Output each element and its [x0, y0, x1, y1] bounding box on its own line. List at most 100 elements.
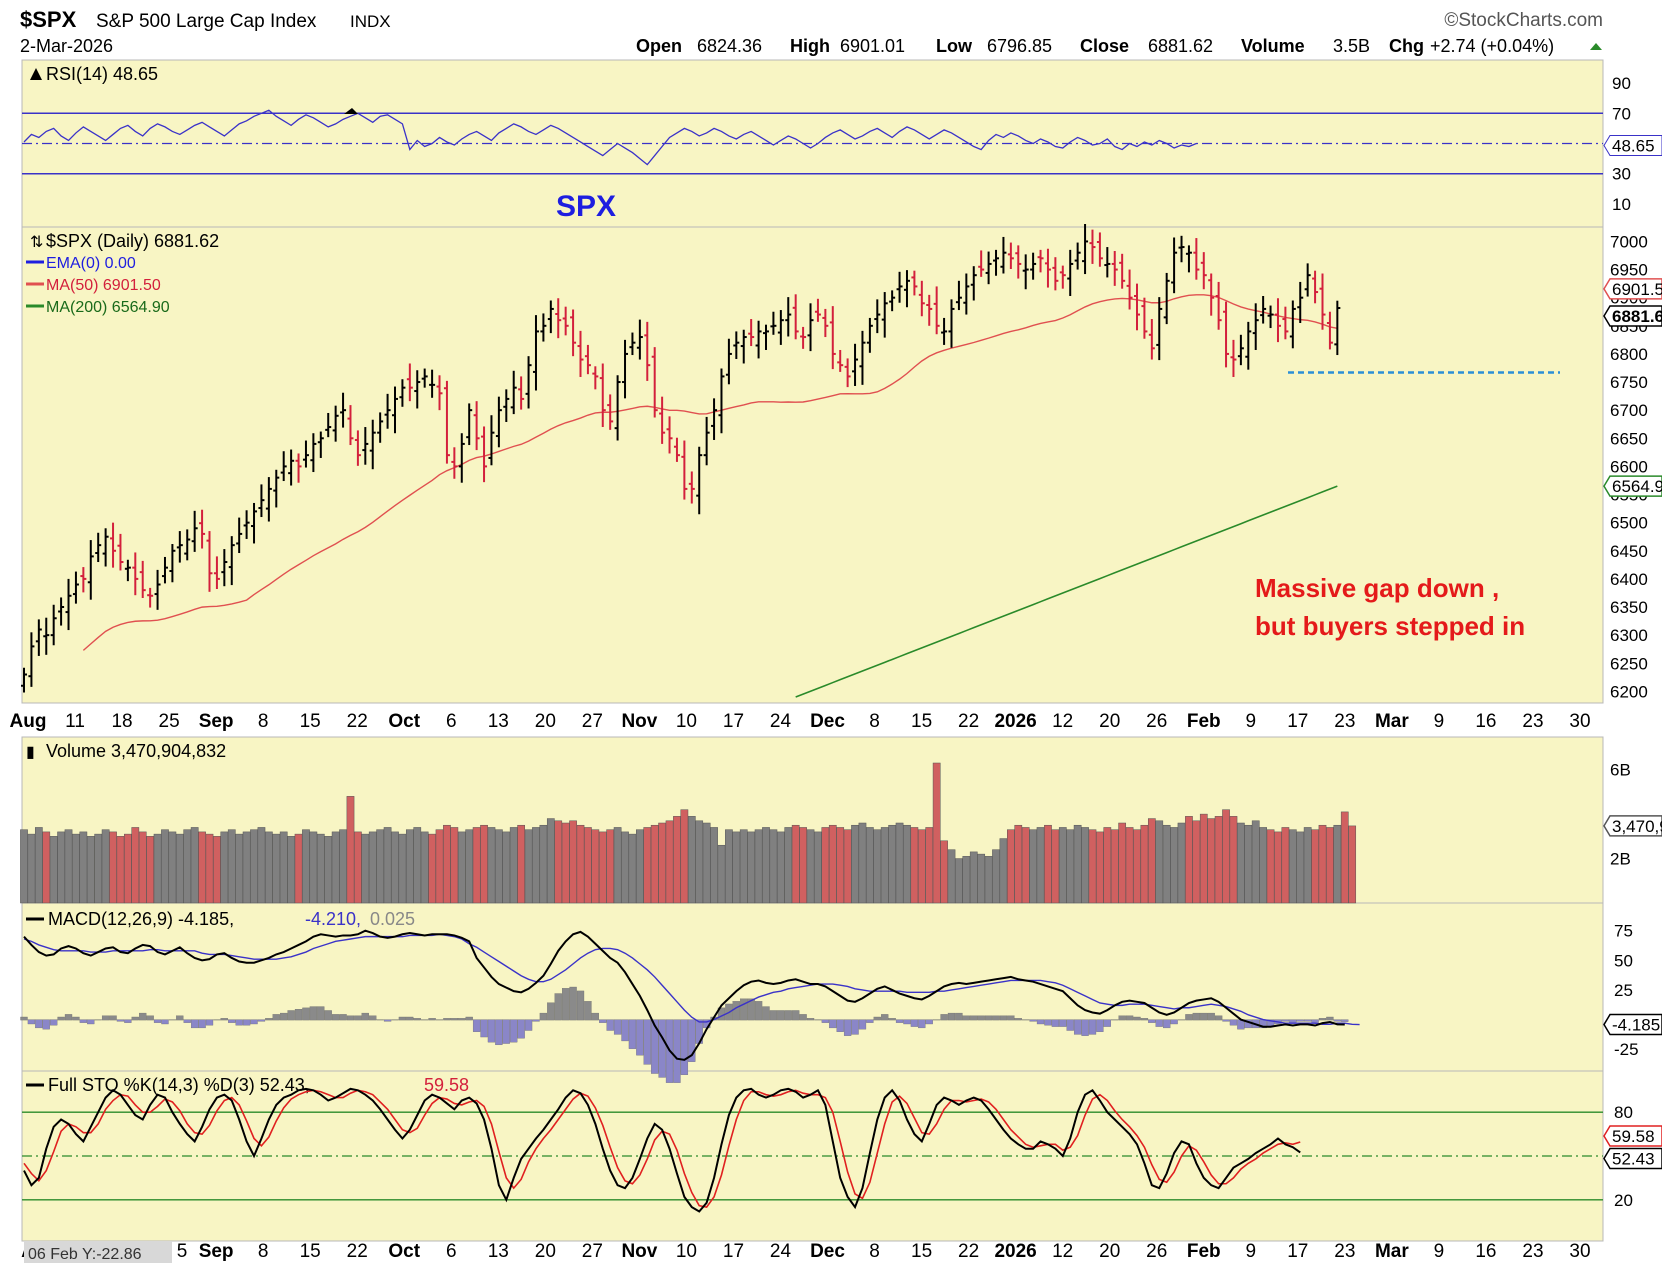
macd-histogram-bar: [569, 986, 577, 1021]
volume-bar: [1155, 820, 1164, 904]
volume-bar: [992, 849, 1000, 904]
macd-histogram-bar: [851, 1019, 859, 1035]
price-bar: [599, 363, 606, 428]
price-bar: [377, 412, 384, 443]
price-bar: [941, 317, 948, 345]
rsi-tick-label: 30: [1612, 165, 1631, 184]
macd-histogram-bar: [1207, 1012, 1215, 1021]
x-tick-label: 15: [300, 711, 321, 732]
macd-histogram-bar: [398, 1016, 407, 1021]
volume-bar: [858, 822, 867, 904]
volume-bar: [472, 827, 481, 904]
volume-bar: [480, 824, 488, 904]
macd-histogram-bar: [688, 1019, 696, 1062]
price-bar: [280, 451, 287, 482]
open-label: Open: [636, 36, 682, 56]
price-bar: [1089, 229, 1096, 264]
price-bar: [748, 319, 755, 347]
price-bar: [562, 306, 569, 336]
annotation-note-line1: Massive gap down ,: [1255, 573, 1499, 603]
macd-histogram-bar: [732, 1001, 740, 1021]
price-bar: [347, 405, 354, 446]
macd-histogram-bar: [1044, 1019, 1052, 1026]
volume-bar: [1007, 829, 1015, 904]
sto-k-tag: 52.43: [1603, 1147, 1662, 1170]
rsi-overbought-marker: [344, 108, 358, 114]
volume-bar: [1147, 818, 1156, 904]
price-bar: [725, 338, 732, 385]
macd-histogram-bar: [272, 1014, 280, 1021]
volume-bar: [888, 824, 896, 904]
price-bar: [65, 578, 72, 631]
volume-bar: [621, 831, 629, 904]
price-bar: [184, 529, 191, 561]
macd-histogram-bar: [146, 1015, 154, 1021]
macd-histogram-bar: [873, 1016, 881, 1021]
price-bar: [243, 510, 250, 539]
volume-bar: [732, 831, 741, 904]
price-bar: [978, 250, 985, 277]
price-bar: [340, 392, 347, 428]
macd-histogram-bar: [1014, 1018, 1022, 1021]
price-tick-label: 6350: [1610, 598, 1648, 617]
volume-tag-text: 3,470,904,832: [1612, 817, 1662, 836]
macd-histogram-bar: [502, 1019, 510, 1044]
price-bar: [1274, 298, 1281, 343]
volume-bar: [576, 824, 585, 904]
x-tick-label-bottom: Sep: [199, 1241, 234, 1262]
ohlc-summary: Open 6824.36 High 6901.01 Low 6796.85 Cl…: [636, 36, 1602, 56]
x-tick-label: Mar: [1375, 711, 1409, 732]
macd-histogram-bar: [999, 1015, 1008, 1021]
volume-bar: [1207, 818, 1216, 904]
volume-tick-label: 2B: [1610, 850, 1631, 869]
price-bar: [1022, 254, 1029, 290]
macd-histogram-bar: [1118, 1015, 1126, 1021]
macd-panel: MACD(12,26,9) -4.185, -4.210, 0.025 75 50…: [20, 909, 1662, 1083]
volume-bar: [613, 827, 622, 904]
macd-histogram-bar: [1326, 1016, 1334, 1021]
x-tick-label-bottom: 30: [1569, 1241, 1590, 1262]
price-bar: [740, 329, 747, 364]
x-tick-label: 12: [1052, 711, 1073, 732]
price-bar: [191, 510, 198, 552]
macd-histogram-bar: [1296, 1019, 1304, 1022]
price-bar: [369, 419, 376, 470]
volume-bar: [739, 829, 748, 904]
macd-histogram-bar: [866, 1019, 874, 1023]
price-bar: [43, 617, 50, 655]
volume-bar: [1118, 822, 1127, 904]
bars-icon: ⇅: [30, 234, 43, 251]
price-bar: [1200, 252, 1207, 290]
macd-histogram-bar: [131, 1016, 139, 1021]
x-tick-label: 26: [1146, 711, 1167, 732]
price-bar: [896, 271, 903, 303]
price-bar: [666, 416, 673, 454]
volume-bar: [1036, 827, 1045, 904]
macd-histogram-bar: [153, 1019, 162, 1023]
price-bar: [117, 533, 124, 571]
x-tick-label-bottom: 20: [535, 1241, 556, 1262]
macd-histogram-bar: [1073, 1019, 1082, 1035]
volume-bar: [294, 833, 303, 904]
price-bar: [1185, 245, 1192, 273]
volume-bar: [584, 827, 592, 904]
macd-histogram-bar: [421, 1019, 429, 1021]
volume-bar: [435, 829, 444, 904]
x-tick-label: 9: [1245, 711, 1256, 732]
macd-histogram-bar: [35, 1019, 43, 1029]
macd-histogram-bar: [72, 1016, 80, 1021]
macd-histogram-bar: [413, 1018, 421, 1021]
volume-bar: [1296, 831, 1305, 904]
triangle-icon: [30, 68, 42, 80]
volume-bar: [702, 822, 711, 904]
macd-histogram-bar: [643, 1019, 651, 1065]
macd-tag: -4.185: [1603, 1013, 1662, 1036]
sto-tick-label: 20: [1614, 1191, 1633, 1210]
price-bar: [251, 502, 258, 544]
price-bar: [399, 379, 406, 407]
price-bar: [963, 273, 970, 315]
sto-d-tag: 59.58: [1603, 1125, 1662, 1147]
volume-bar: [814, 831, 822, 904]
sto-k-tag-text: 52.43: [1612, 1149, 1655, 1168]
volume-bar: [561, 822, 570, 904]
